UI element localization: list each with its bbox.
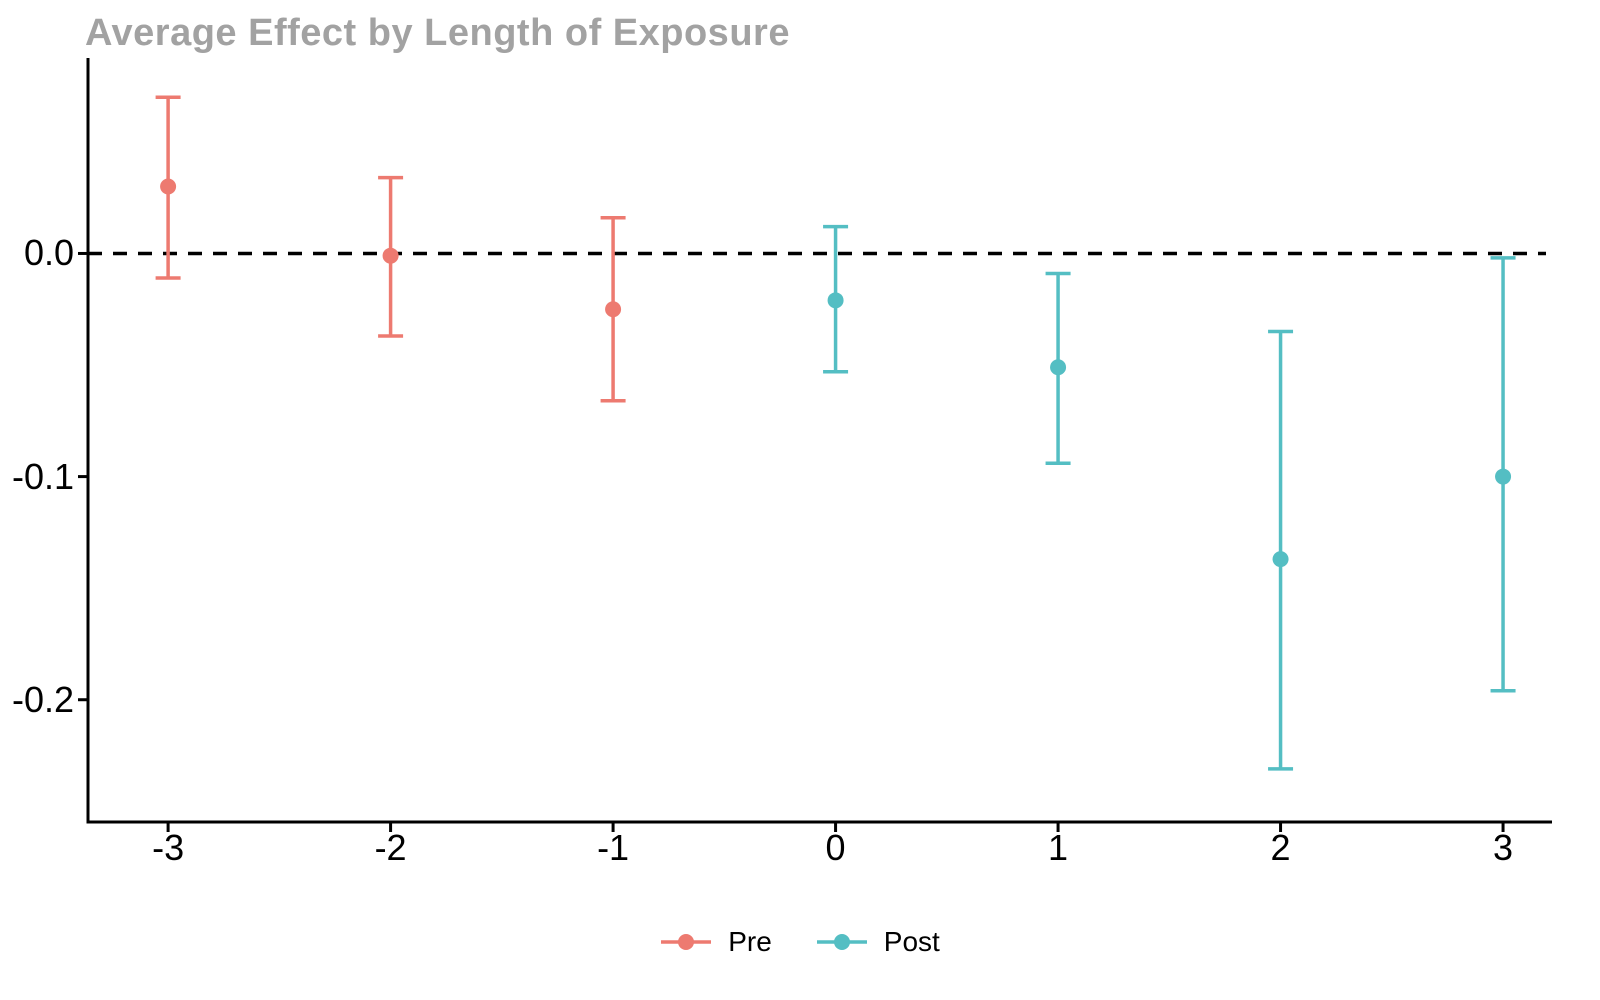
legend-item-post: Post: [816, 926, 940, 958]
y-tick-label: -0.1: [11, 455, 74, 497]
x-tick-label: -1: [597, 827, 630, 868]
x-tick-label: -3: [152, 827, 185, 868]
legend-label-post: Post: [883, 926, 940, 957]
legend-dot: [678, 934, 695, 950]
y-tick-label: 0.0: [23, 232, 74, 274]
chart-title: Average Effect by Length of Exposure: [85, 12, 790, 54]
point-marker-post-x3: [1495, 468, 1512, 485]
legend-label-pre: Pre: [728, 926, 772, 957]
point-marker-post-x0: [827, 292, 844, 309]
point-marker-pre-x-2: [382, 247, 399, 264]
x-tick-label: 1: [1048, 827, 1069, 868]
legend-item-pre: Pre: [660, 926, 772, 958]
legend: Pre Post: [0, 920, 1600, 964]
x-tick-label: -2: [374, 827, 407, 868]
legend-marker-icon-post: [816, 934, 867, 950]
y-tick-label: -0.2: [11, 678, 74, 720]
x-tick-label: 0: [825, 827, 846, 868]
x-tick-label: 2: [1270, 827, 1291, 868]
legend-marker-icon-pre: [661, 934, 712, 950]
point-marker-post-x2: [1272, 551, 1289, 568]
legend-dot: [833, 934, 850, 950]
x-tick-label: 3: [1493, 827, 1514, 868]
point-marker-post-x1: [1050, 359, 1067, 376]
point-marker-pre-x-1: [605, 301, 622, 318]
point-marker-pre-x-3: [160, 178, 177, 195]
